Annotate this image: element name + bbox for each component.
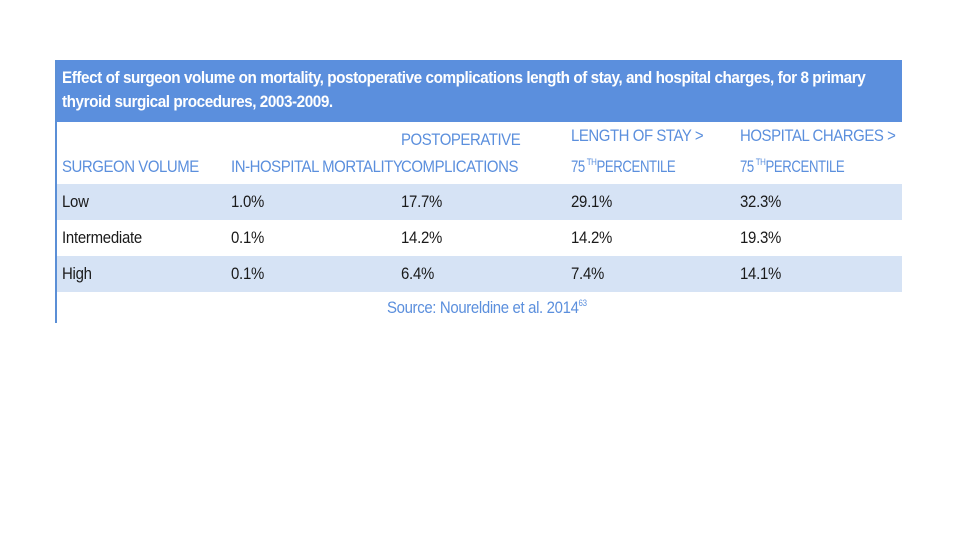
header-surgeon-volume: SURGEON VOLUME	[62, 157, 199, 176]
cell-mortality: 1.0%	[226, 184, 396, 220]
cell-volume: High	[57, 256, 226, 292]
header-hospital-charges: HOSPITAL CHARGES > 75 TH PERCENTILE	[740, 126, 896, 176]
table-title: Effect of surgeon volume on mortality, p…	[62, 68, 866, 111]
cell-hospital-charges: 32.3%	[735, 184, 902, 220]
cell-complications: 6.4%	[396, 256, 566, 292]
cell-mortality: 0.1%	[226, 256, 396, 292]
left-border-rule	[55, 60, 57, 323]
cell-length-of-stay: 14.2%	[566, 220, 735, 256]
table-row: Intermediate 0.1% 14.2% 14.2% 19.3%	[57, 220, 902, 256]
table-title-bar: Effect of surgeon volume on mortality, p…	[57, 60, 902, 122]
table-row: High 0.1% 6.4% 7.4% 14.1%	[57, 256, 902, 292]
cell-complications: 14.2%	[396, 220, 566, 256]
cell-volume: Intermediate	[57, 220, 226, 256]
header-in-hospital-mortality: IN-HOSPITAL MORTALITY	[231, 157, 403, 176]
cell-volume: Low	[57, 184, 226, 220]
header-postoperative-complications: POSTOPERATIVE COMPLICATIONS	[401, 130, 521, 176]
table-header-row: SURGEON VOLUME IN-HOSPITAL MORTALITY POS…	[57, 122, 902, 184]
table-row: Low 1.0% 17.7% 29.1% 32.3%	[57, 184, 902, 220]
cell-mortality: 0.1%	[226, 220, 396, 256]
cell-hospital-charges: 19.3%	[735, 220, 902, 256]
header-length-of-stay: LENGTH OF STAY > 75 TH PERCENTILE	[571, 126, 704, 176]
source-citation: Source: Noureldine et al. 201463	[387, 298, 587, 317]
cell-length-of-stay: 7.4%	[566, 256, 735, 292]
cell-complications: 17.7%	[396, 184, 566, 220]
surgeon-volume-table: SURGEON VOLUME IN-HOSPITAL MORTALITY POS…	[57, 122, 902, 292]
cell-hospital-charges: 14.1%	[735, 256, 902, 292]
cell-length-of-stay: 29.1%	[566, 184, 735, 220]
